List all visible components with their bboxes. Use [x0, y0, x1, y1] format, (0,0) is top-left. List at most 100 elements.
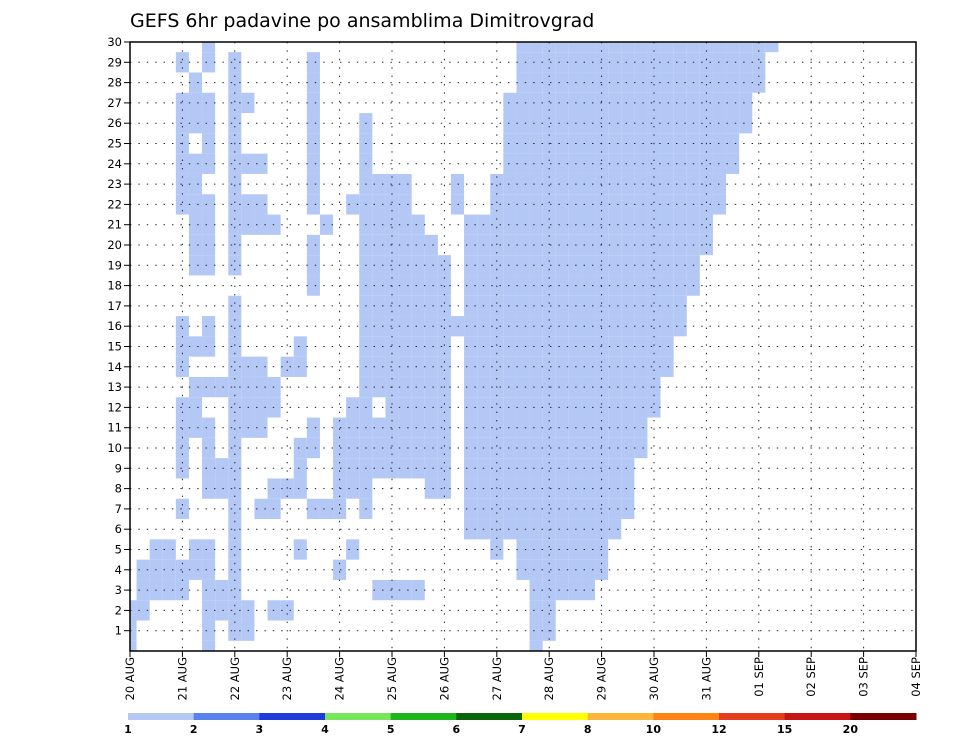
heatmap-cell [254, 397, 268, 418]
heatmap-cell [555, 42, 569, 53]
heatmap-cell [411, 336, 425, 357]
heatmap-cell [202, 539, 216, 560]
heatmap-cell [437, 417, 451, 438]
heatmap-cell [555, 133, 569, 154]
heatmap-cell [542, 173, 556, 195]
heatmap-cell [228, 498, 242, 520]
heatmap-cell [739, 72, 753, 93]
heatmap-cell [555, 275, 569, 296]
heatmap-cell [228, 458, 242, 479]
heatmap-cell [660, 295, 674, 317]
heatmap-cell [188, 72, 203, 93]
heatmap-cell [503, 113, 517, 134]
heatmap-cell [555, 52, 569, 73]
heatmap-cell [503, 316, 517, 337]
y-tick-label: 13 [107, 380, 122, 394]
legend-label: 1 [124, 723, 132, 736]
heatmap-cell [372, 214, 386, 235]
heatmap-cell [712, 153, 727, 174]
heatmap-cell [621, 72, 635, 93]
heatmap-cell [647, 113, 661, 134]
y-tick-label: 20 [107, 238, 122, 252]
heatmap-cell [621, 275, 635, 296]
heatmap-cell [555, 437, 569, 459]
heatmap-cell [516, 194, 530, 215]
heatmap-cell [608, 133, 622, 154]
heatmap-cell [634, 194, 648, 215]
legend-swatch [850, 713, 917, 720]
legend-swatch [128, 713, 195, 720]
heatmap-cell [608, 295, 622, 317]
heatmap-cell [647, 255, 661, 276]
heatmap-cell [621, 255, 635, 276]
heatmap-cell [726, 133, 740, 154]
y-tick-label: 12 [107, 400, 122, 414]
heatmap-cell [398, 397, 412, 418]
heatmap-cell [293, 437, 307, 459]
heatmap-cell [608, 194, 622, 215]
heatmap-cell [293, 356, 307, 377]
y-tick-label: 8 [115, 482, 122, 496]
heatmap-cell [398, 194, 412, 215]
heatmap-cell [608, 214, 622, 235]
heatmap-cell [608, 417, 622, 438]
heatmap-cell [293, 458, 307, 479]
heatmap-cell [280, 356, 294, 377]
heatmap-cell [503, 255, 517, 276]
heatmap-cell [542, 42, 556, 53]
heatmap-cell [542, 194, 556, 215]
heatmap-cell [621, 234, 635, 256]
heatmap-cell [202, 417, 216, 438]
heatmap-cell [516, 173, 530, 195]
legend-label: 2 [190, 723, 198, 736]
y-tick-label: 17 [107, 299, 122, 313]
heatmap-cell [306, 275, 320, 296]
heatmap-cell [411, 417, 425, 438]
heatmap-cell [660, 316, 674, 337]
heatmap-cell [542, 498, 556, 520]
heatmap-cell [529, 458, 543, 479]
heatmap-cell [372, 579, 386, 601]
legend-label: 7 [518, 723, 526, 736]
heatmap-cell [202, 620, 216, 641]
heatmap-cell [555, 579, 569, 601]
heatmap-cell [699, 214, 713, 235]
heatmap-cell [739, 113, 753, 134]
heatmap-cell [660, 255, 674, 276]
heatmap-cell [542, 113, 556, 134]
heatmap-cell [490, 519, 504, 540]
heatmap-cell [372, 194, 386, 215]
heatmap-cell [228, 173, 242, 195]
heatmap-cell [621, 316, 635, 337]
heatmap-cell [516, 133, 530, 154]
heatmap-cell [372, 316, 386, 337]
heatmap-cell [202, 376, 216, 398]
heatmap-cell [581, 559, 596, 580]
heatmap-cell [516, 539, 530, 560]
heatmap-cell [346, 437, 360, 459]
heatmap-cell [529, 579, 543, 601]
heatmap-cell [542, 397, 556, 418]
heatmap-cell [529, 214, 543, 235]
heatmap-cell [529, 356, 543, 377]
heatmap-cell [464, 316, 478, 337]
heatmap-cell [228, 52, 242, 73]
heatmap-cell [175, 113, 189, 134]
heatmap-cell [424, 336, 438, 357]
heatmap-cell [503, 173, 517, 195]
heatmap-cell [516, 255, 530, 276]
heatmap-cell [490, 437, 504, 459]
heatmap-cell [555, 559, 569, 580]
x-tick-label: 28 AUG [542, 657, 556, 700]
x-tick-label: 25 AUG [385, 657, 399, 700]
heatmap-cell [333, 559, 347, 580]
heatmap-cell [516, 275, 530, 296]
heatmap-cell [634, 133, 648, 154]
heatmap-cell [516, 376, 530, 398]
heatmap-cell [726, 153, 740, 174]
heatmap-cell [555, 397, 569, 418]
heatmap-cell [306, 437, 320, 459]
heatmap-cell [411, 458, 425, 479]
heatmap-cell [385, 295, 399, 317]
heatmap-cell [372, 417, 386, 438]
